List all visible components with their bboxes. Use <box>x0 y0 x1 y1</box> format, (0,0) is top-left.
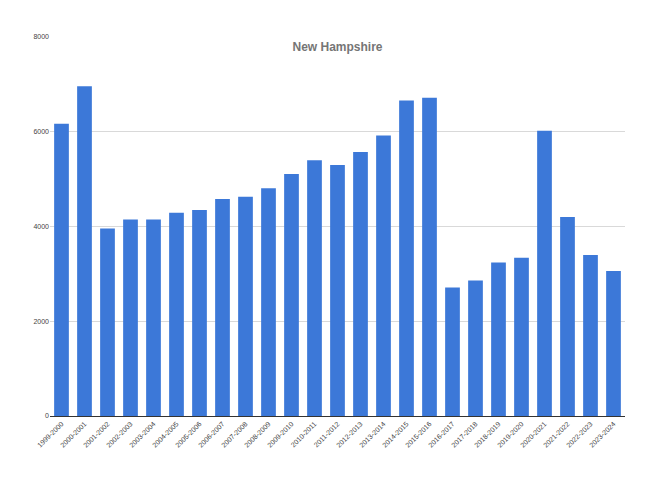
svg-text:2002-2003: 2002-2003 <box>105 420 134 449</box>
svg-text:2016-2017: 2016-2017 <box>427 420 456 449</box>
svg-text:2018-2019: 2018-2019 <box>473 420 502 449</box>
svg-text:2020-2021: 2020-2021 <box>519 420 548 449</box>
svg-text:2000-2001: 2000-2001 <box>59 420 88 449</box>
svg-text:2019-2020: 2019-2020 <box>496 420 525 449</box>
svg-text:4000: 4000 <box>33 223 49 230</box>
svg-text:2009-2010: 2009-2010 <box>266 420 295 449</box>
svg-text:2003-2004: 2003-2004 <box>128 420 157 449</box>
svg-text:2013-2014: 2013-2014 <box>358 420 387 449</box>
svg-text:1999-2000: 1999-2000 <box>36 420 65 449</box>
svg-text:0: 0 <box>45 412 49 419</box>
svg-text:8000: 8000 <box>33 33 49 40</box>
svg-text:2012-2013: 2012-2013 <box>335 420 364 449</box>
svg-text:2023-2024: 2023-2024 <box>588 420 617 449</box>
svg-text:2017-2018: 2017-2018 <box>450 420 479 449</box>
svg-text:2005-2006: 2005-2006 <box>174 420 203 449</box>
svg-text:2011-2012: 2011-2012 <box>312 420 340 448</box>
svg-text:2008-2009: 2008-2009 <box>243 420 272 449</box>
svg-text:6000: 6000 <box>33 128 49 135</box>
svg-text:2010-2011: 2010-2011 <box>289 420 317 448</box>
svg-text:2006-2007: 2006-2007 <box>197 420 226 449</box>
svg-text:2000: 2000 <box>33 318 49 325</box>
svg-text:2007-2008: 2007-2008 <box>220 420 249 449</box>
svg-text:2014-2015: 2014-2015 <box>381 420 410 449</box>
svg-text:2015-2016: 2015-2016 <box>404 420 433 449</box>
svg-text:2004-2005: 2004-2005 <box>151 420 180 449</box>
svg-text:2001-2002: 2001-2002 <box>82 420 111 449</box>
svg-text:2021-2022: 2021-2022 <box>542 420 571 449</box>
svg-text:2022-2023: 2022-2023 <box>565 420 594 449</box>
svg-text:New Hampshire: New Hampshire <box>292 40 382 54</box>
